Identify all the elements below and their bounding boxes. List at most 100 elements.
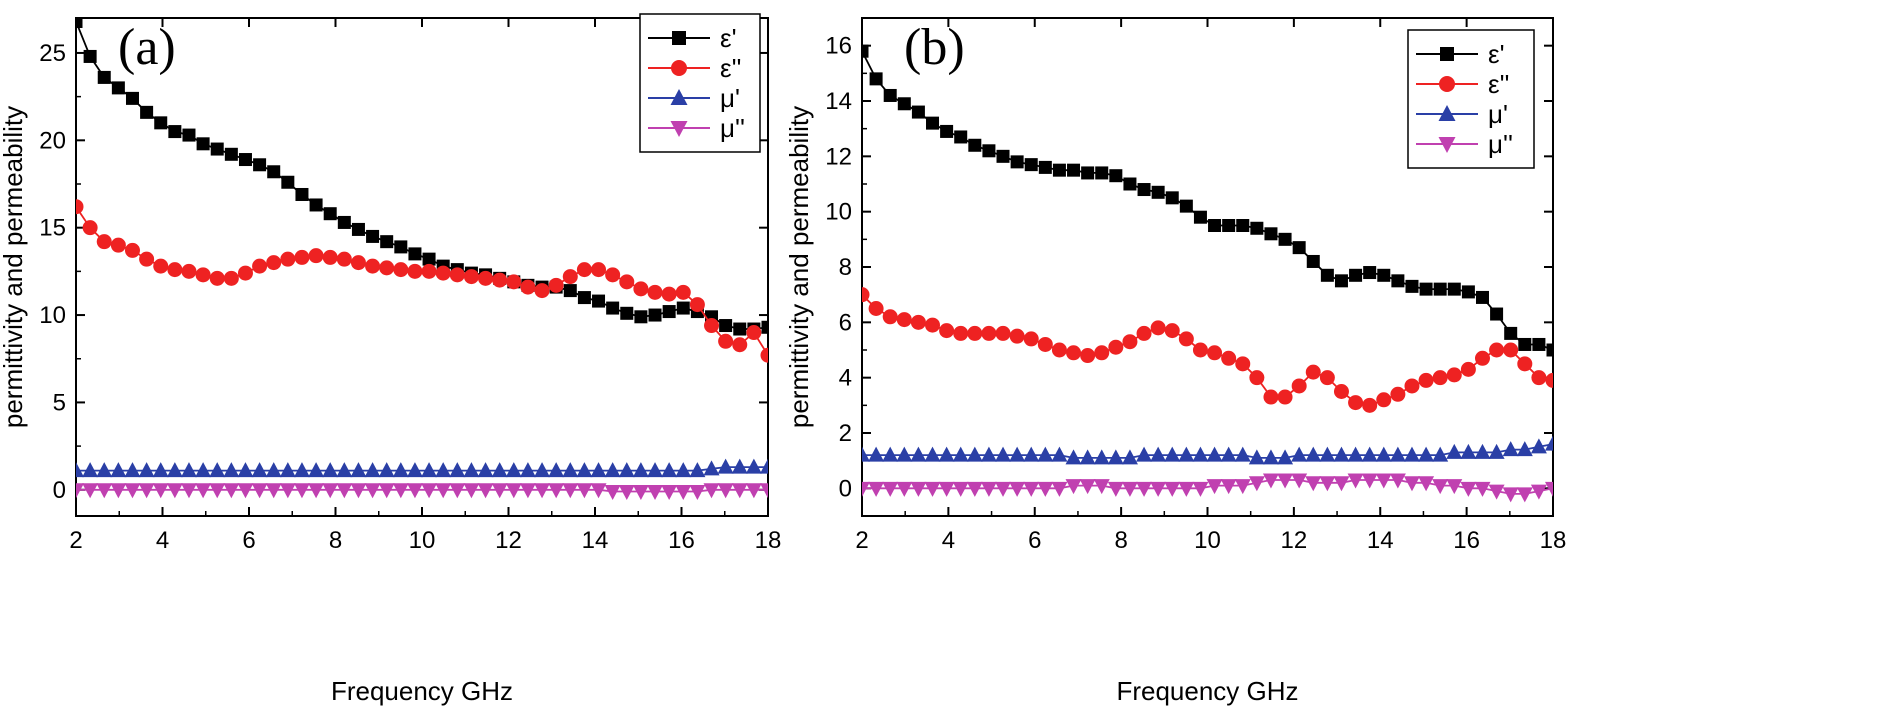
x-tick-label: 16 [668, 527, 695, 554]
data-point-series-2 [1192, 446, 1209, 462]
data-point-series-2 [152, 462, 169, 478]
data-point-series-3 [1262, 473, 1279, 489]
data-point-series-3 [1150, 481, 1167, 497]
data-point-series-2 [1178, 446, 1195, 462]
data-point-series-2 [1164, 446, 1181, 462]
data-point-series-1 [1150, 320, 1166, 336]
data-point-series-1 [576, 262, 592, 278]
data-point-series-0 [97, 70, 111, 84]
data-point-series-0 [883, 88, 897, 102]
data-point-series-3 [421, 483, 438, 499]
data-point-series-1 [1517, 356, 1533, 372]
data-point-series-3 [1446, 479, 1463, 495]
data-point-series-3 [995, 481, 1012, 497]
chart-panel-a: 2 4 6 8 10 12 14 16 18 0 5 10 15 20 25 Frequency GHz per… [0, 13, 781, 706]
data-point-series-0 [1038, 160, 1052, 174]
data-point-series-1 [718, 333, 734, 349]
y-tick-label: 14 [825, 88, 852, 115]
data-point-series-0 [267, 165, 281, 179]
data-point-series-2 [1150, 446, 1167, 462]
data-point-series-3 [1093, 479, 1110, 495]
y-tick-label: 25 [39, 40, 66, 67]
data-point-series-3 [449, 483, 466, 499]
data-point-series-0 [238, 153, 252, 167]
data-point-series-1 [139, 251, 155, 267]
data-point-series-1 [350, 255, 366, 271]
data-point-series-0 [1123, 177, 1137, 191]
data-point-series-3 [1502, 487, 1519, 503]
legend-label: ε'' [720, 53, 742, 83]
x-tick-label: 14 [582, 527, 609, 554]
data-point-series-0 [1193, 210, 1207, 224]
data-point-series-2 [449, 462, 466, 478]
data-point-series-1 [925, 317, 941, 333]
data-point-series-1 [1333, 384, 1349, 399]
plot-area [76, 18, 768, 501]
data-point-series-2 [910, 446, 927, 462]
data-point-series-1 [1446, 367, 1462, 383]
data-point-series-0 [1504, 326, 1518, 340]
data-point-series-2 [882, 446, 899, 462]
data-point-series-0 [1532, 337, 1546, 351]
data-point-series-2 [1093, 449, 1110, 465]
data-point-series-1 [492, 272, 508, 288]
data-point-series-1 [868, 301, 884, 316]
data-point-series-2 [1023, 446, 1040, 462]
data-point-series-2 [1220, 446, 1237, 462]
data-point-series-3 [110, 483, 127, 499]
data-point-series-3 [576, 483, 593, 499]
data-point-series-2 [1136, 446, 1153, 462]
data-point-series-1 [1277, 389, 1293, 405]
data-point-series-3 [966, 481, 983, 497]
data-point-series-2 [618, 462, 635, 478]
series-line-1 [76, 206, 768, 356]
data-point-series-1 [76, 199, 84, 215]
data-point-series-3 [76, 483, 84, 499]
x-tick-label: 16 [1453, 527, 1480, 554]
data-point-series-0 [911, 105, 925, 119]
data-point-series-0 [648, 308, 662, 322]
data-point-series-1 [379, 260, 395, 276]
data-point-series-1 [619, 274, 635, 290]
data-point-series-1 [308, 248, 324, 264]
data-point-series-3 [618, 485, 635, 501]
y-axis-title: permittivity and permeability [0, 106, 28, 428]
data-point-series-3 [1121, 481, 1138, 497]
data-point-series-0 [1109, 169, 1123, 183]
legend-marker-0 [1440, 47, 1454, 61]
data-point-series-2 [731, 458, 748, 474]
x-tick-label: 4 [156, 527, 169, 554]
data-point-series-2 [364, 462, 381, 478]
data-point-series-1 [548, 277, 564, 293]
data-point-series-3 [924, 481, 941, 497]
data-point-series-1 [1460, 361, 1476, 377]
data-point-series-3 [1530, 484, 1547, 500]
x-axis-title: Frequency GHz [331, 676, 513, 706]
data-point-series-0 [281, 175, 295, 189]
data-point-series-0 [380, 235, 394, 249]
data-point-series-1 [1249, 370, 1265, 386]
data-point-series-2 [1460, 443, 1477, 459]
data-point-series-2 [661, 462, 678, 478]
data-point-series-0 [662, 305, 676, 319]
y-tick-label: 6 [839, 309, 852, 336]
data-point-series-0 [1151, 185, 1165, 199]
data-point-series-2 [265, 462, 282, 478]
data-point-series-2 [1037, 446, 1054, 462]
data-point-series-1 [1023, 331, 1039, 347]
data-point-series-0 [1405, 279, 1419, 293]
data-point-series-2 [1079, 449, 1096, 465]
data-point-series-0 [154, 116, 168, 130]
data-point-series-1 [732, 337, 748, 353]
data-point-series-1 [689, 297, 705, 313]
data-point-series-1 [1503, 342, 1519, 358]
data-point-series-0 [1067, 163, 1081, 177]
x-tick-label: 14 [1367, 527, 1394, 554]
legend-label: ε' [720, 23, 737, 53]
data-point-series-2 [1319, 446, 1336, 462]
data-point-series-3 [760, 483, 768, 499]
data-point-series-3 [392, 483, 409, 499]
y-tick-label: 5 [53, 389, 66, 416]
data-point-series-1 [266, 255, 282, 271]
data-point-series-0 [1475, 290, 1489, 304]
